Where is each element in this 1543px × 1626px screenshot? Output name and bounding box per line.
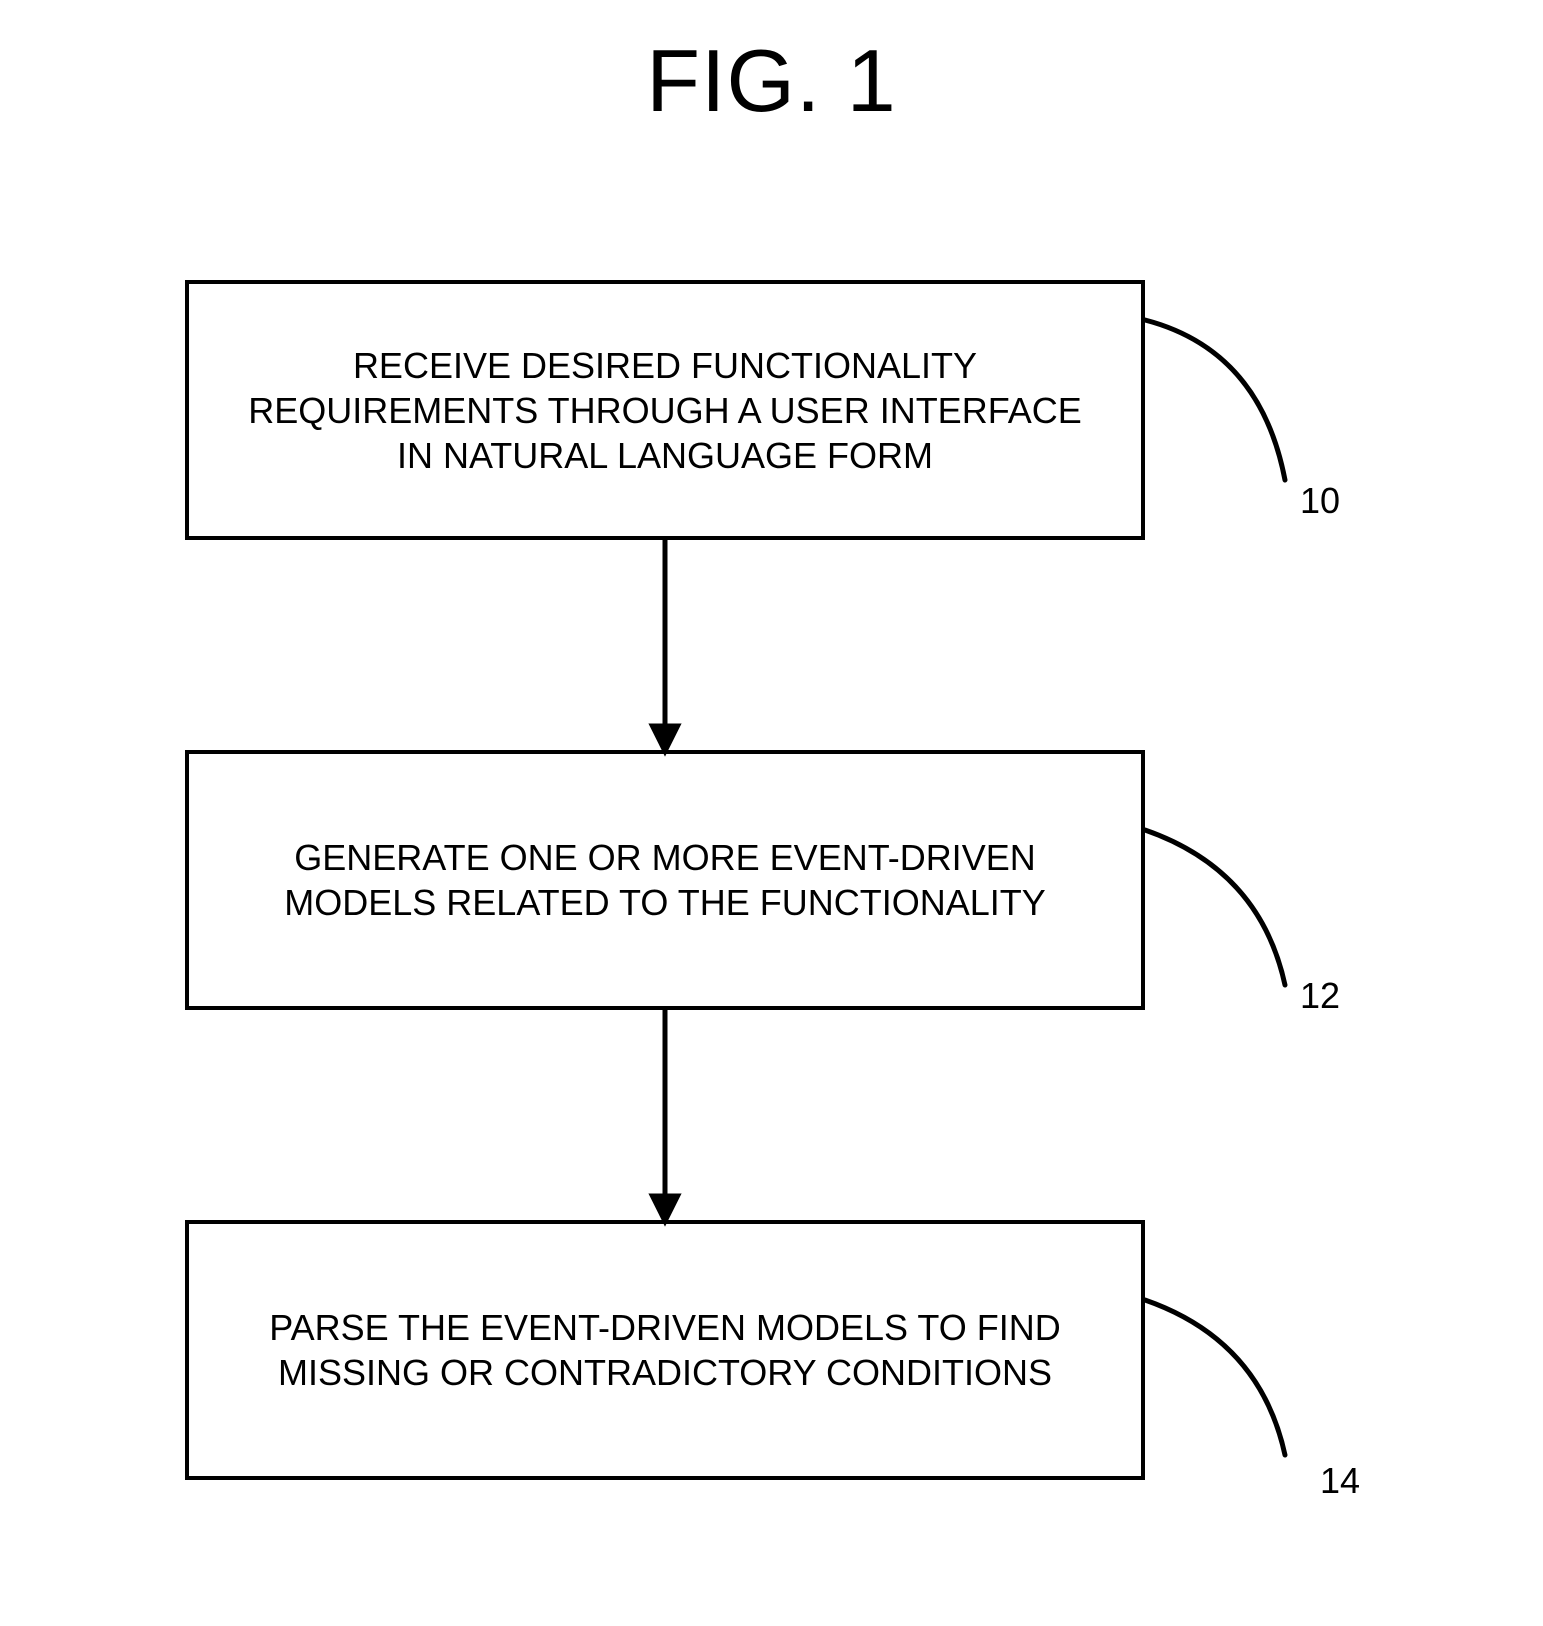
flow-node-parse-models: PARSE THE EVENT-DRIVEN MODELS TO FIND MI…: [185, 1220, 1145, 1480]
node-label-14: 14: [1320, 1460, 1360, 1502]
node-text: RECEIVE DESIRED FUNCTIONALITY REQUIREMEN…: [248, 343, 1081, 478]
flow-node-receive-requirements: RECEIVE DESIRED FUNCTIONALITY REQUIREMEN…: [185, 280, 1145, 540]
node-label-10: 10: [1300, 480, 1340, 522]
figure-canvas: FIG. 1 RECEIVE DESIRED FUNCTIONALITY REQ…: [0, 0, 1543, 1626]
node-text: PARSE THE EVENT-DRIVEN MODELS TO FIND MI…: [269, 1305, 1061, 1395]
flow-node-generate-models: GENERATE ONE OR MORE EVENT-DRIVEN MODELS…: [185, 750, 1145, 1010]
figure-title: FIG. 1: [0, 30, 1543, 132]
node-label-12: 12: [1300, 975, 1340, 1017]
node-text: GENERATE ONE OR MORE EVENT-DRIVEN MODELS…: [284, 835, 1045, 925]
